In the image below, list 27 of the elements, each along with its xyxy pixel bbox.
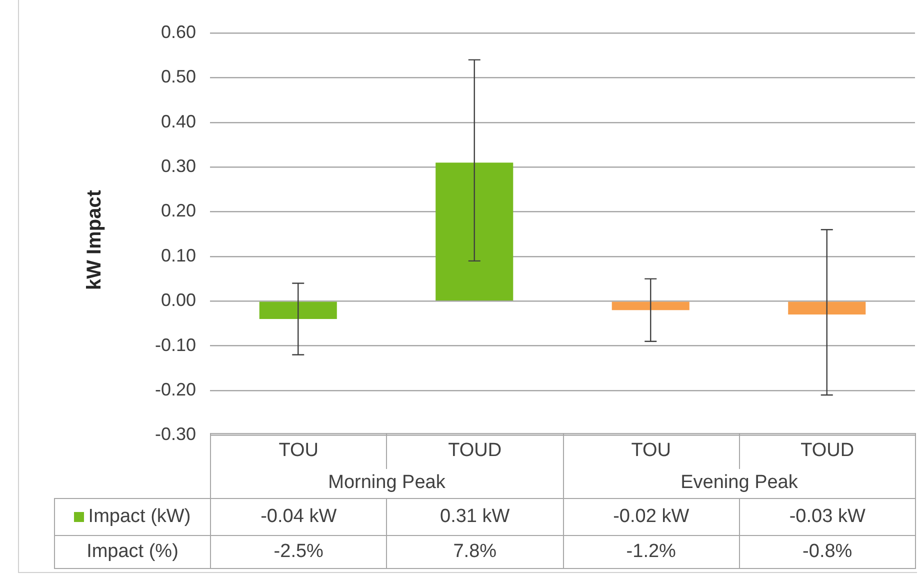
- x-tick-label: TOUD: [386, 434, 563, 468]
- y-tick-label: 0.50: [160, 66, 196, 87]
- text: -1.2%: [563, 536, 740, 568]
- data-label: -0.04 kW: [210, 498, 387, 536]
- text: Impact (%): [54, 536, 210, 568]
- data-label: 0.31 kW: [386, 498, 563, 536]
- y-tick-label: 0.30: [160, 156, 196, 176]
- text: 7.8%: [386, 536, 563, 568]
- legend-label: Impact (kW): [54, 498, 210, 536]
- y-axis-title: kW Impact: [84, 190, 106, 290]
- y-tick-label: -0.10: [154, 334, 196, 355]
- data-label: -0.03 kW: [739, 498, 916, 536]
- y-tick-label: 0.60: [160, 22, 196, 42]
- y-tick-label: 0.20: [160, 200, 196, 221]
- x-tick-label: TOU: [563, 434, 740, 468]
- data-label: -0.02 kW: [563, 498, 740, 536]
- y-tick-label: 0.10: [160, 245, 196, 266]
- y-tick-label: 0.40: [160, 111, 196, 132]
- text: Morning Peak: [210, 468, 563, 498]
- text: Evening Peak: [563, 468, 916, 498]
- x-tick-label: TOU: [210, 434, 387, 468]
- text: -2.5%: [210, 536, 387, 568]
- y-tick-label: -0.30: [154, 424, 196, 444]
- y-tick-label: 0.00: [160, 290, 196, 310]
- y-tick-label: -0.20: [154, 379, 196, 400]
- text: -0.8%: [739, 536, 916, 568]
- x-tick-label: TOUD: [739, 434, 916, 468]
